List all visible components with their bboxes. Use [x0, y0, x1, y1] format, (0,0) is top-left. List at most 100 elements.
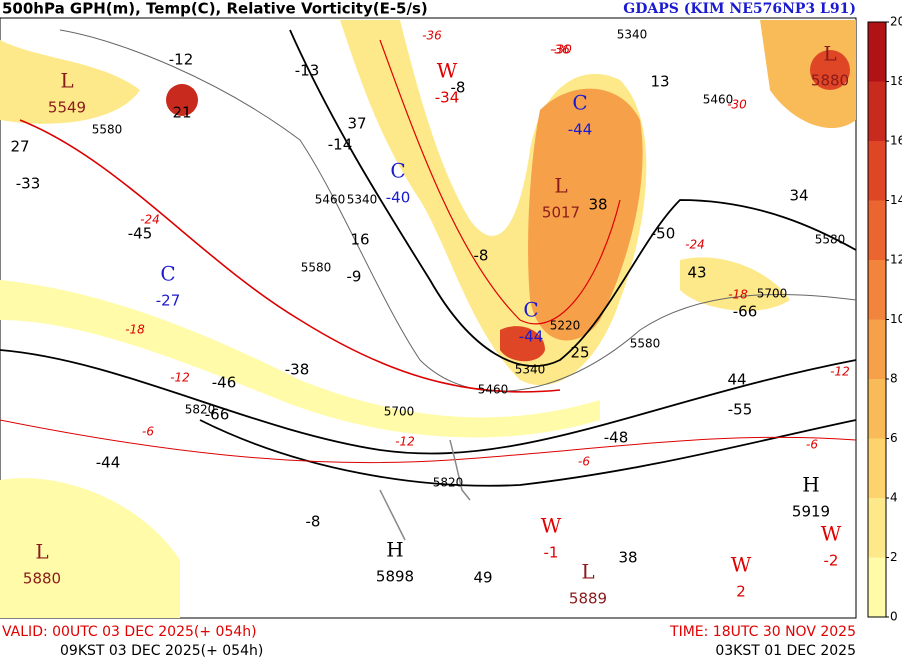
- center-value: -44: [519, 328, 544, 346]
- center-value: 5017: [542, 204, 580, 222]
- temperature-contour-label: -12: [830, 365, 850, 379]
- temperature-contour-label: -36: [550, 43, 570, 57]
- temperature-value: 21: [172, 104, 191, 122]
- temperature-value: 34: [789, 187, 808, 205]
- temperature-value: -8: [306, 513, 321, 531]
- colorbar-segment: [868, 319, 886, 379]
- shade: [528, 88, 643, 341]
- center-value: 5898: [376, 568, 414, 586]
- colorbar-segment: [868, 557, 886, 617]
- height-contour-label: 5580: [630, 337, 661, 351]
- temperature-contour-label: -36: [422, 29, 442, 43]
- colorbar-tick-label: 14: [890, 193, 902, 207]
- height-contour-label: 5580: [92, 123, 123, 137]
- temperature-value: 44: [727, 371, 746, 389]
- height-contour-label: 5340: [617, 28, 648, 42]
- height-contour-label: 5460: [703, 93, 734, 107]
- center-letter: L: [581, 560, 594, 584]
- temperature-value: 27: [10, 138, 29, 156]
- center-value: -34: [435, 89, 460, 107]
- colorbar-segment: [868, 22, 886, 82]
- colorbar-tick-label: 8: [890, 372, 898, 386]
- height-contour-label: 5820: [185, 403, 216, 417]
- temperature-contour-label: -30: [727, 98, 747, 112]
- shade: [0, 40, 140, 124]
- temperature-contour: [379, 39, 621, 325]
- center-letter: C: [390, 159, 405, 183]
- temperature-contour: [19, 119, 561, 393]
- center-value: 5889: [569, 590, 607, 608]
- height-contour: [289, 29, 857, 367]
- temperature-value: 25: [570, 344, 589, 362]
- center-letter: L: [60, 69, 73, 93]
- center-letter: L: [554, 174, 567, 198]
- center-letter: W: [731, 553, 752, 577]
- temperature-value: -45: [128, 225, 153, 243]
- temperature-value: -46: [212, 374, 237, 392]
- temperature-value: 43: [687, 264, 706, 282]
- temperature-value: -8: [451, 79, 466, 97]
- valid-utc: VALID: 00UTC 03 DEC 2025(+ 054h): [2, 624, 257, 640]
- temperature-value: 38: [588, 196, 607, 214]
- temperature-value: 37: [347, 115, 366, 133]
- model-name: GDAPS (KIM NE576NP3 L91): [623, 1, 856, 17]
- center-letter: C: [523, 298, 538, 322]
- colorbar-segment: [868, 260, 886, 320]
- center-value: -2: [824, 552, 839, 570]
- height-contour: [59, 29, 857, 392]
- temperature-contour-label: -6: [806, 438, 818, 452]
- temperature-contour-label: -6: [578, 455, 590, 469]
- colorbar-tick-label: 0: [890, 610, 898, 624]
- temperature-contour-label: -30: [552, 43, 572, 57]
- temperature-contour-label: -18: [728, 288, 748, 302]
- center-value: 5880: [811, 72, 849, 90]
- height-contour-label: 5580: [301, 261, 332, 275]
- center-value: 5549: [48, 99, 86, 117]
- temperature-value: -33: [16, 175, 41, 193]
- center-letter: H: [802, 473, 819, 497]
- temperature-value: -8: [474, 247, 489, 265]
- colorbar-segment: [868, 200, 886, 260]
- colorbar-tick-label: 16: [890, 134, 902, 148]
- temperature-value: -13: [295, 62, 320, 80]
- center-letter: L: [35, 540, 48, 564]
- center-value: -40: [386, 189, 411, 207]
- shade: [760, 20, 856, 129]
- temperature-value: -12: [169, 51, 194, 69]
- temperature-value: -44: [96, 454, 121, 472]
- center-letter: W: [541, 514, 562, 538]
- temperature-contour: [0, 419, 857, 464]
- map-labels: L 5549 C -40 W -34 C -44 L 5017 C -27 C -44 H 5898 W -1 H 5…: [10, 28, 849, 608]
- colorbar-tick-label: 20: [890, 15, 902, 29]
- temperature-contour-label: -24: [685, 238, 705, 252]
- center-value: -1: [544, 544, 559, 562]
- center-letter: W: [821, 522, 842, 546]
- center-value: 5880: [23, 570, 61, 588]
- height-contour-label: 5220: [550, 319, 581, 333]
- shade: [810, 50, 850, 90]
- temperature-contour-label: -18: [125, 323, 145, 337]
- colorbar-tick-label: 10: [890, 312, 902, 326]
- colorbar-segment: [868, 379, 886, 439]
- colorbar-segment: [868, 81, 886, 141]
- colorbar-segment: [868, 141, 886, 201]
- temperature-contour-label: -24: [140, 213, 160, 227]
- colorbar-tick-label: 6: [890, 431, 898, 445]
- coastline: [379, 439, 471, 541]
- colorbar-tick-label: 4: [890, 491, 898, 505]
- shade: [166, 84, 198, 116]
- time-utc: TIME: 18UTC 30 NOV 2025: [669, 624, 856, 640]
- height-contour: [199, 419, 857, 487]
- center-letter: W: [437, 59, 458, 83]
- height-contour-label: 5340: [515, 363, 546, 377]
- center-value: -27: [156, 292, 181, 310]
- height-contour-label: 5700: [757, 287, 788, 301]
- temperature-value: 13: [650, 73, 669, 91]
- temperature-value: -66: [205, 406, 230, 424]
- center-value: -44: [568, 121, 593, 139]
- temperature-contour-label: -12: [395, 435, 415, 449]
- temperature-value: 49: [473, 569, 492, 587]
- temperature-value: -66: [733, 303, 758, 321]
- temperature-value: -48: [604, 429, 629, 447]
